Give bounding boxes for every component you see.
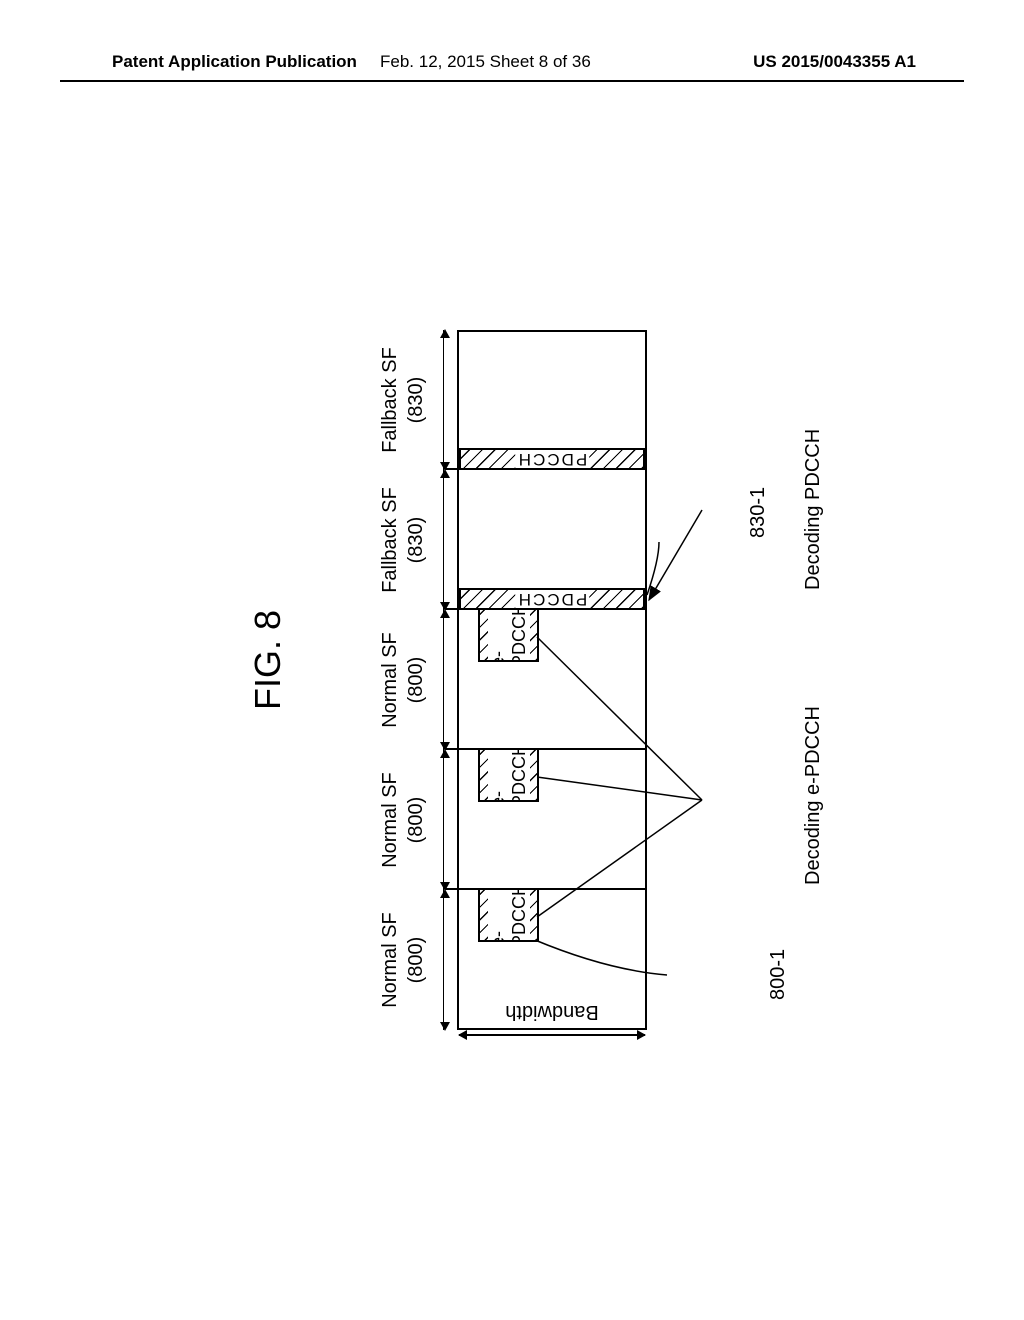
figure-label: FIG. 8 [247,610,289,710]
sf-title-l1: Normal SF [379,632,401,728]
pdcch-region: PDCCH [459,588,645,610]
sf-title: Normal SF (800) [377,610,429,750]
sf-title-l1: Fallback SF [379,487,401,593]
sf-title-l2: (800) [405,657,427,704]
epdcch-label: e-PDCCH [480,750,537,800]
header-rule [60,80,964,82]
subframe-title-row: Normal SF (800) Normal SF (800) Normal S… [377,330,429,1030]
pdcch-label: PDCCH [515,589,589,609]
decoding-epdcch-label: Decoding e-PDCCH [802,706,825,885]
header-middle: Feb. 12, 2015 Sheet 8 of 36 [380,52,591,72]
sf-title: Fallback SF (830) [377,470,429,610]
epdcch-region: e-PDCCH [478,608,539,662]
sf-title-l2: (800) [405,937,427,984]
decoding-pdcch-label: Decoding PDCCH [802,429,825,590]
dim-arrow [443,890,444,1030]
dim-arrow [443,610,444,750]
sf-title-l2: (830) [405,377,427,424]
epdcch-region: e-PDCCH [478,888,539,942]
pdcch-label: PDCCH [515,449,589,469]
epdcch-region: e-PDCCH [478,748,539,802]
sf-title-l1: Normal SF [379,912,401,1008]
dim-arrow [443,750,444,890]
sf-title: Fallback SF (830) [377,330,429,470]
figure-rotated-container: FIG. 8 Normal SF (800) Normal SF (800) N… [377,210,647,1110]
epdcch-label: e-PDCCH [480,610,537,660]
sf-divider [445,748,645,750]
sf-title: Normal SF (800) [377,890,429,1030]
ref-800-1: 800-1 [767,949,790,1000]
bandwidth-arrow-top [458,1031,467,1041]
pdcch-region: PDCCH [459,448,645,470]
ref-830-1: 830-1 [747,487,770,538]
bandwidth-axis-line [459,1035,645,1037]
bandwidth-axis-label: Bandwidth [505,1000,598,1023]
sf-title-l1: Normal SF [379,772,401,868]
header-right: US 2015/0043355 A1 [753,52,916,72]
sf-title-l2: (830) [405,517,427,564]
figure-wrapper: FIG. 8 Normal SF (800) Normal SF (800) N… [377,210,647,1110]
sf-title-l2: (800) [405,797,427,844]
bandwidth-arrow-bottom [637,1031,646,1041]
time-freq-grid: Bandwidth e-PDCCH e-PDCCH e-PDCCH [457,330,647,1030]
epdcch-label: e-PDCCH [480,890,537,940]
sf-title-l1: Fallback SF [379,347,401,453]
dimension-arrow-row [433,330,457,1030]
dim-arrow [443,330,444,470]
header-left: Patent Application Publication [112,52,357,72]
sf-title: Normal SF (800) [377,750,429,890]
dim-arrow [443,470,444,610]
sf-divider [445,888,645,890]
